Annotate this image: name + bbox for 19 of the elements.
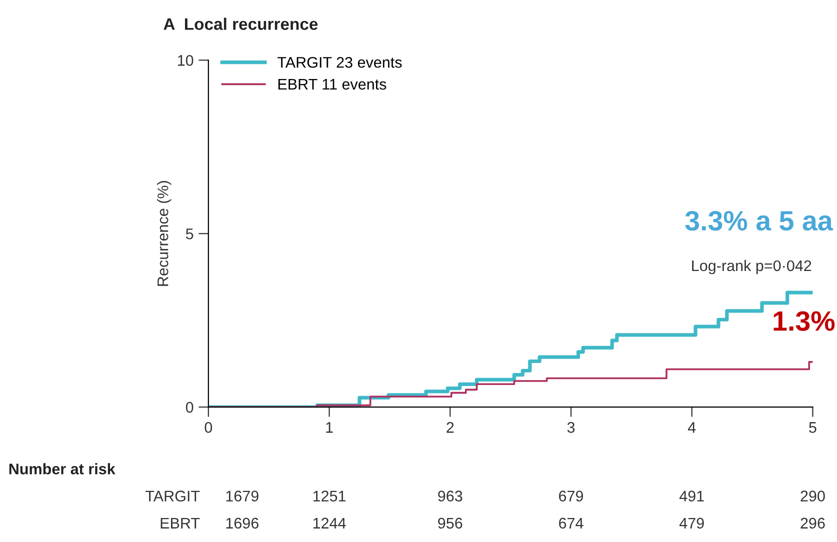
annotation: 3.3% a 5 aa xyxy=(685,210,833,231)
x-tick-label: 5 xyxy=(809,422,816,433)
text: TARGIT 1679 1251 963 679 491 290 xyxy=(146,490,825,502)
text: Number at risk xyxy=(9,463,116,474)
chart-title: A Local recurrence xyxy=(164,18,318,30)
legend-label: EBRT 11 events xyxy=(278,79,386,90)
x-tick-label: 3 xyxy=(567,422,575,433)
x-tick-label: 0 xyxy=(204,422,212,433)
y-tick-label: 5 xyxy=(186,228,194,240)
x-tick-label: 1 xyxy=(326,422,333,433)
y-tick-label: 0 xyxy=(186,402,194,413)
y-axis-title: Recurrence (%) xyxy=(157,181,172,286)
y-tick-label: 10 xyxy=(178,55,194,66)
annotation: Log-rank p=0·042 xyxy=(692,260,812,274)
text: EBRT 1696 1244 956 674 479 296 xyxy=(160,518,825,529)
x-tick-label: 4 xyxy=(688,422,696,433)
legend-label: TARGIT 23 events xyxy=(278,56,402,68)
annotation: 1.3% xyxy=(774,311,835,331)
x-tick-label: 2 xyxy=(446,422,454,433)
